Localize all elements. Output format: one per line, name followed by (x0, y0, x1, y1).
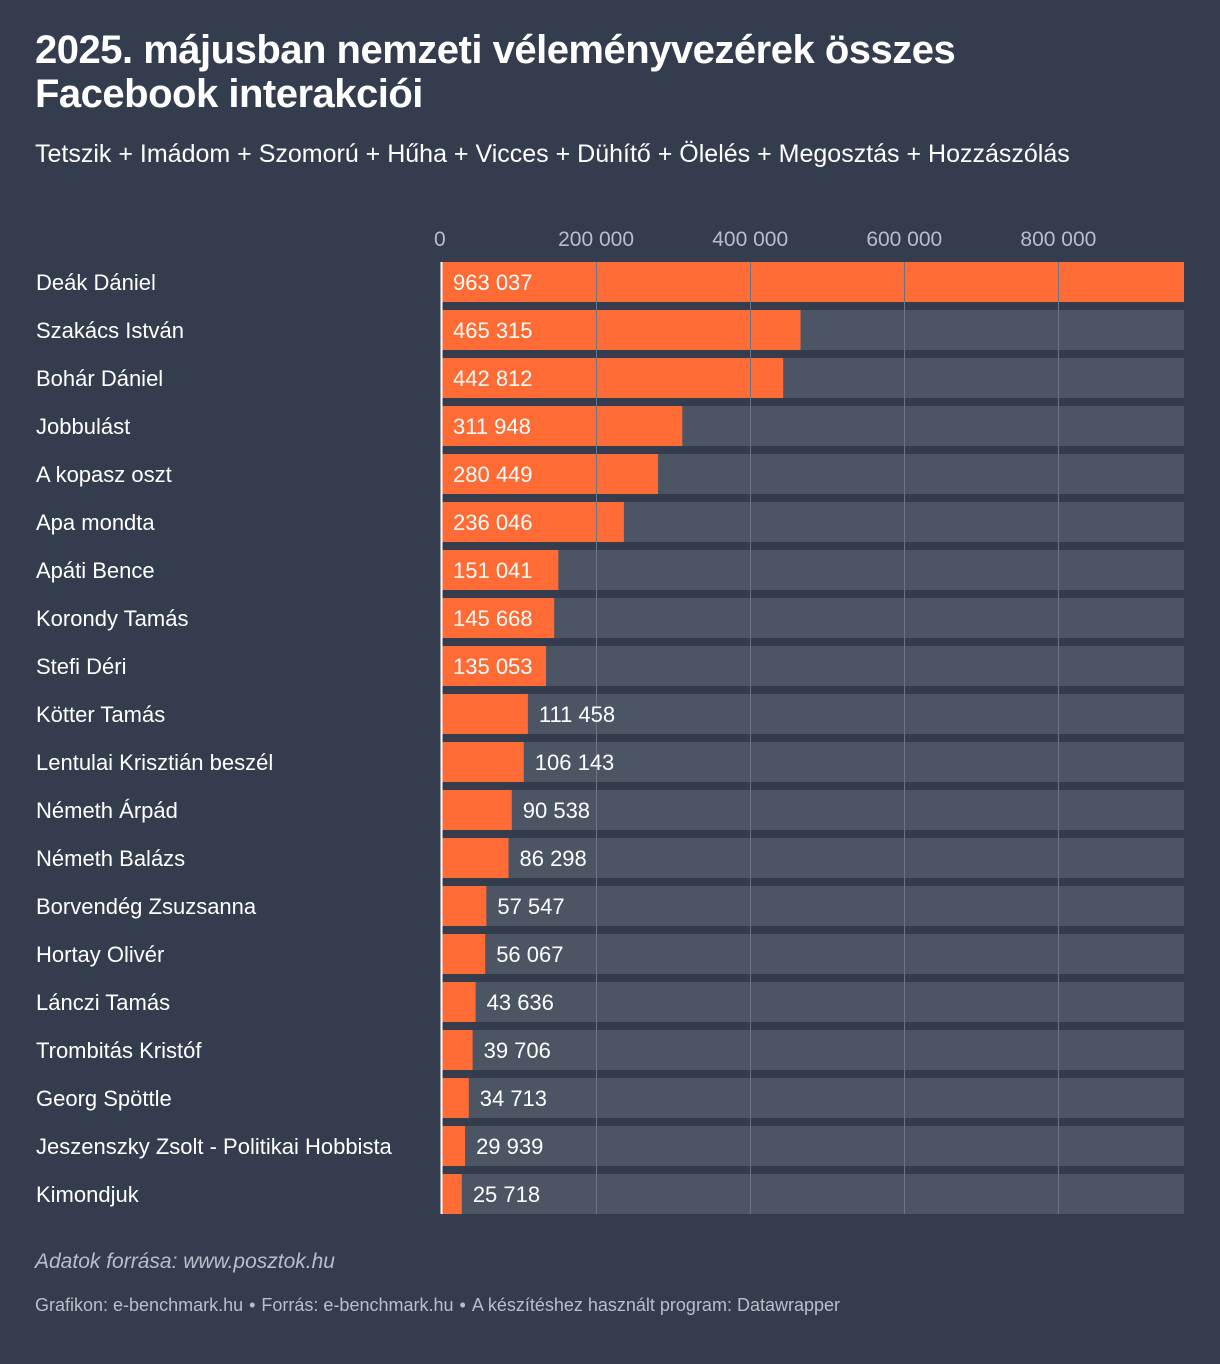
data-bar (442, 358, 784, 398)
data-bar (442, 262, 1184, 302)
bar-track (442, 886, 1184, 926)
category-label: A kopasz oszt (36, 462, 172, 487)
data-bar (442, 1126, 466, 1166)
bar-track (442, 838, 1184, 878)
category-label: Kötter Tamás (36, 702, 165, 727)
data-bar (442, 646, 547, 686)
bar-track (442, 790, 1184, 830)
data-bar (442, 598, 555, 638)
category-label: Szakács István (36, 318, 184, 343)
value-label: 442 812 (453, 366, 533, 391)
category-label: Korondy Tamás (36, 606, 188, 631)
credit-separator: • (459, 1295, 466, 1315)
category-label: Stefi Déri (36, 654, 126, 679)
data-bar (442, 1174, 462, 1214)
data-bar (442, 838, 509, 878)
data-bar (442, 886, 487, 926)
data-bar (442, 1078, 469, 1118)
value-label: 106 143 (535, 750, 615, 775)
bar-track (442, 1174, 1184, 1214)
bar-track (442, 1126, 1184, 1166)
value-label: 25 718 (473, 1182, 540, 1207)
data-bar (442, 982, 476, 1022)
value-label: 29 939 (476, 1134, 543, 1159)
bar-track (442, 1078, 1184, 1118)
data-source-note: Adatok forrása: www.posztok.hu (35, 1250, 335, 1273)
value-label: 90 538 (523, 798, 590, 823)
category-label: Németh Balázs (36, 846, 185, 871)
category-label: Lentulai Krisztián beszél (36, 750, 273, 775)
data-bar (442, 310, 801, 350)
credits-line: Grafikon: e-benchmark.hu • Forrás: e-bench… (35, 1295, 840, 1316)
category-label: Borvendég Zsuzsanna (36, 894, 257, 919)
data-bar (442, 934, 486, 974)
category-label: Lánczi Tamás (36, 990, 170, 1015)
x-tick-label: 200 000 (558, 228, 634, 251)
data-bar (442, 454, 659, 494)
x-tick-label: 800 000 (1020, 228, 1096, 251)
data-bar (442, 550, 559, 590)
value-label: 39 706 (484, 1038, 551, 1063)
value-label: 280 449 (453, 462, 533, 487)
data-bar (442, 1030, 473, 1070)
bar-track (442, 646, 1184, 686)
bar-track (442, 1030, 1184, 1070)
bar-track (442, 694, 1184, 734)
bar-chart: Deák Dániel Szakács István Bohár Dániel Job… (36, 228, 1184, 1214)
chart-title: 2025. májusban nemzeti véleményvezérek ö… (35, 28, 956, 116)
bar-track (442, 742, 1184, 782)
bar-track (442, 598, 1184, 638)
bar-track (442, 550, 1184, 590)
credit-source: Forrás: e-benchmark.hu (261, 1295, 454, 1315)
category-label: Bohár Dániel (36, 366, 163, 391)
data-bar (442, 742, 524, 782)
value-label: 111 458 (539, 702, 615, 727)
data-bar (442, 694, 528, 734)
value-label: 963 037 (453, 270, 533, 295)
x-tick-label: 600 000 (866, 228, 942, 251)
category-label: Georg Spöttle (36, 1086, 172, 1111)
x-tick-label: 0 (434, 228, 446, 251)
value-label: 465 315 (453, 318, 533, 343)
category-label: Apa mondta (36, 510, 155, 535)
category-label: Apáti Bence (36, 558, 155, 583)
x-tick-label: 400 000 (712, 228, 788, 251)
value-label: 34 713 (480, 1086, 547, 1111)
category-label: Trombitás Kristóf (36, 1038, 202, 1063)
value-label: 135 053 (453, 654, 533, 679)
data-bar (442, 406, 683, 446)
value-label: 151 041 (453, 558, 533, 583)
value-label: 43 636 (487, 990, 554, 1015)
data-bar (442, 502, 624, 542)
credit-separator: • (249, 1295, 256, 1315)
value-label: 57 547 (497, 894, 564, 919)
data-bar (442, 790, 512, 830)
chart-subtitle: Tetszik + Imádom + Szomorú + Hűha + Vicc… (35, 140, 1070, 168)
category-label: Deák Dániel (36, 270, 156, 295)
value-label: 236 046 (453, 510, 533, 535)
credit-graphic: Grafikon: e-benchmark.hu (35, 1295, 244, 1315)
credit-tool: A készítéshez használt program: Datawrap… (471, 1295, 840, 1315)
value-label: 56 067 (496, 942, 563, 967)
bar-track (442, 982, 1184, 1022)
category-label: Kimondjuk (36, 1182, 140, 1207)
value-label: 145 668 (453, 606, 533, 631)
value-label: 86 298 (519, 846, 586, 871)
category-label: Jeszenszky Zsolt - Politikai Hobbista (36, 1134, 393, 1159)
bar-track (442, 934, 1184, 974)
value-label: 311 948 (453, 414, 531, 439)
category-label: Jobbulást (36, 414, 130, 439)
category-label: Németh Árpád (36, 798, 178, 823)
category-label: Hortay Olivér (36, 942, 164, 967)
